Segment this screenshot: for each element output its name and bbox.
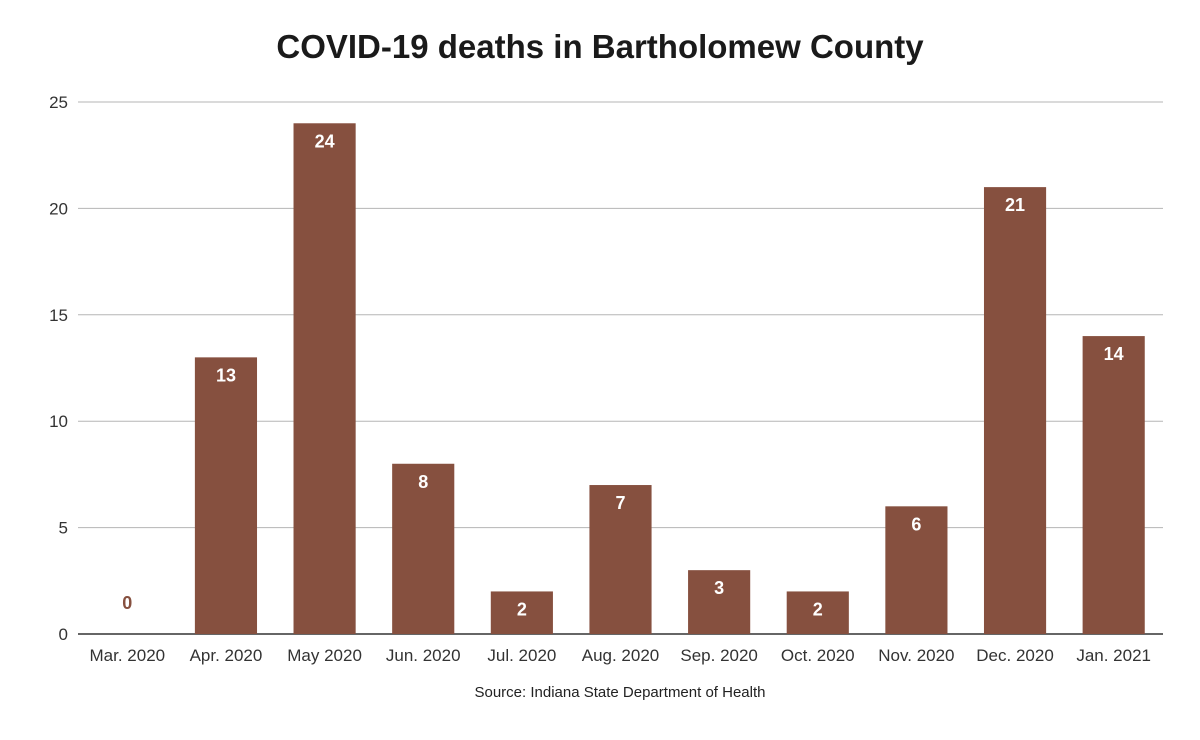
y-tick-label: 0 xyxy=(59,625,68,644)
bar xyxy=(1082,336,1145,634)
y-tick-label: 5 xyxy=(59,519,68,538)
x-tick-label: Jun. 2020 xyxy=(386,646,461,665)
data-label: 2 xyxy=(517,599,527,619)
x-tick-label: Jul. 2020 xyxy=(487,646,556,665)
bar xyxy=(490,591,553,634)
y-tick-label: 15 xyxy=(49,306,68,325)
data-labels: 0 13 24 8 2 7 3 2 6 21 14 xyxy=(122,131,1123,619)
x-tick-label: Nov. 2020 xyxy=(878,646,954,665)
data-label: 14 xyxy=(1104,344,1124,364)
data-label: 6 xyxy=(911,514,921,534)
x-tick-label: Apr. 2020 xyxy=(190,646,263,665)
y-tick-label: 10 xyxy=(49,412,68,431)
data-label: 8 xyxy=(418,472,428,492)
data-label: 2 xyxy=(813,599,823,619)
data-label: 21 xyxy=(1005,195,1025,215)
x-tick-label: Sep. 2020 xyxy=(680,646,758,665)
bar xyxy=(983,187,1047,634)
x-tick-label: Dec. 2020 xyxy=(976,646,1054,665)
y-tick-label: 25 xyxy=(49,93,68,112)
x-tick-label: May 2020 xyxy=(287,646,362,665)
x-tick-label: Mar. 2020 xyxy=(90,646,166,665)
y-tick-label: 20 xyxy=(49,199,68,218)
x-tick-label: Oct. 2020 xyxy=(781,646,855,665)
data-label: 13 xyxy=(216,365,236,385)
chart-title: COVID-19 deaths in Bartholomew County xyxy=(276,28,924,65)
data-label: 3 xyxy=(714,578,724,598)
bar xyxy=(392,463,455,634)
bar xyxy=(293,123,356,634)
bars xyxy=(194,123,1145,634)
y-axis: 0 5 10 15 20 25 xyxy=(49,93,68,644)
bar xyxy=(688,570,751,634)
bar xyxy=(589,485,652,634)
data-label: 0 xyxy=(122,593,132,613)
data-label: 24 xyxy=(315,131,335,151)
source-note: Source: Indiana State Department of Heal… xyxy=(474,684,766,701)
data-label: 7 xyxy=(615,493,625,513)
bar xyxy=(786,591,849,634)
x-tick-label: Aug. 2020 xyxy=(582,646,660,665)
x-axis: Mar. 2020 Apr. 2020 May 2020 Jun. 2020 Jul. … xyxy=(90,646,1152,665)
bar xyxy=(194,357,258,634)
x-tick-label: Jan. 2021 xyxy=(1076,646,1151,665)
bar xyxy=(885,506,948,634)
